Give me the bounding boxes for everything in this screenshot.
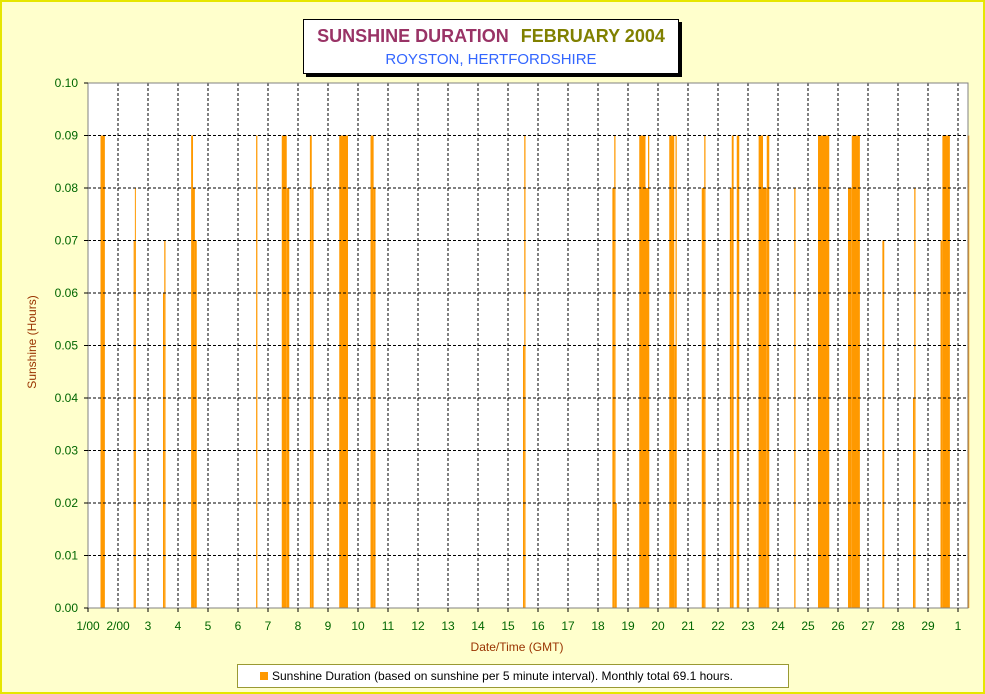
sunshine-bar xyxy=(882,240,885,608)
sunshine-bar xyxy=(100,135,105,608)
x-tick-label: 19 xyxy=(621,619,635,633)
sunshine-bar xyxy=(851,135,860,608)
y-axis-title: Sunshine (Hours) xyxy=(25,295,39,388)
x-tick-label: 17 xyxy=(561,619,575,633)
sunshine-bar xyxy=(370,135,374,608)
x-tick-label: 25 xyxy=(801,619,815,633)
sunshine-bar xyxy=(639,135,646,608)
chart-title: SUNSHINE DURATION xyxy=(317,26,509,46)
sunshine-bar xyxy=(256,135,258,608)
sunshine-bar xyxy=(648,135,650,608)
x-tick-label: 2/00 xyxy=(106,619,130,633)
y-tick-label: 0.09 xyxy=(55,129,79,143)
x-tick-label: 27 xyxy=(861,619,875,633)
sunshine-bar xyxy=(940,240,943,608)
chart-subtitle: ROYSTON, HERTFORDSHIRE xyxy=(385,51,597,68)
sunshine-bar xyxy=(311,188,314,608)
x-tick-label: 10 xyxy=(351,619,365,633)
x-tick-label: 6 xyxy=(235,619,242,633)
sunshine-bar xyxy=(645,188,648,608)
sunshine-bar xyxy=(164,240,166,608)
sunshine-bar xyxy=(674,345,676,608)
x-tick-label: 12 xyxy=(411,619,425,633)
x-tick-label: 3 xyxy=(145,619,152,633)
sunshine-bar xyxy=(736,135,740,608)
y-tick-label: 0.03 xyxy=(55,444,79,458)
x-tick-label: 15 xyxy=(501,619,515,633)
x-tick-label: 1/00 xyxy=(76,619,100,633)
y-tick-label: 0.06 xyxy=(55,286,79,300)
y-tick-label: 0.08 xyxy=(55,181,79,195)
x-tick-label: 23 xyxy=(741,619,755,633)
x-tick-label: 9 xyxy=(325,619,332,633)
x-tick-label: 11 xyxy=(382,619,395,633)
x-tick-label: 20 xyxy=(651,619,665,633)
sunshine-bar xyxy=(309,135,312,608)
x-tick-label: 24 xyxy=(771,619,785,633)
y-tick-label: 0.05 xyxy=(55,339,79,353)
x-tick-label: 7 xyxy=(265,619,272,633)
x-tick-label: 22 xyxy=(711,619,725,633)
legend: Sunshine Duration (based on sunshine per… xyxy=(237,664,789,688)
legend-label: Sunshine Duration (based on sunshine per… xyxy=(272,669,733,683)
sunshine-bar xyxy=(281,135,287,608)
y-tick-label: 0.04 xyxy=(55,391,79,405)
sunshine-bar xyxy=(523,345,525,608)
sunshine-bar xyxy=(675,135,677,608)
sunshine-bar xyxy=(704,135,706,608)
y-tick-label: 0.07 xyxy=(55,234,79,248)
sunshine-bar xyxy=(339,135,348,608)
sunshine-bar xyxy=(615,503,617,608)
legend-swatch xyxy=(260,672,268,680)
y-tick-label: 0.02 xyxy=(55,496,79,510)
y-tick-label: 0.10 xyxy=(55,76,79,90)
sunshine-bar xyxy=(818,135,830,608)
chart-title-box: SUNSHINE DURATION FEBRUARY 2004 ROYSTON, … xyxy=(303,19,679,74)
sunshine-bar xyxy=(191,135,194,608)
sunshine-bar xyxy=(524,135,526,608)
sunshine-bar xyxy=(614,135,616,608)
x-tick-label: 4 xyxy=(175,619,182,633)
sunshine-bar xyxy=(942,135,950,608)
x-tick-label: 16 xyxy=(531,619,545,633)
x-tick-label: 21 xyxy=(681,619,695,633)
y-tick-label: 0.01 xyxy=(55,549,79,563)
sunshine-bar xyxy=(758,135,764,608)
sunshine-bar xyxy=(731,135,734,608)
x-tick-label: 18 xyxy=(591,619,605,633)
sunshine-bar xyxy=(133,240,135,608)
x-tick-label: 26 xyxy=(831,619,845,633)
sunshine-bar xyxy=(669,135,675,608)
x-tick-label: 5 xyxy=(205,619,212,633)
chart-title-month: FEBRUARY 2004 xyxy=(520,26,665,46)
y-tick-label: 0.00 xyxy=(55,601,79,615)
x-tick-label: 14 xyxy=(471,619,485,633)
x-tick-label: 28 xyxy=(891,619,905,633)
x-tick-label: 1 xyxy=(955,619,962,633)
x-tick-label: 13 xyxy=(441,619,455,633)
x-tick-label: 29 xyxy=(921,619,935,633)
x-axis-title: Date/Time (GMT) xyxy=(471,640,564,654)
sunshine-bar xyxy=(194,240,197,608)
x-tick-label: 8 xyxy=(295,619,302,633)
sunshine-bar xyxy=(766,135,770,608)
